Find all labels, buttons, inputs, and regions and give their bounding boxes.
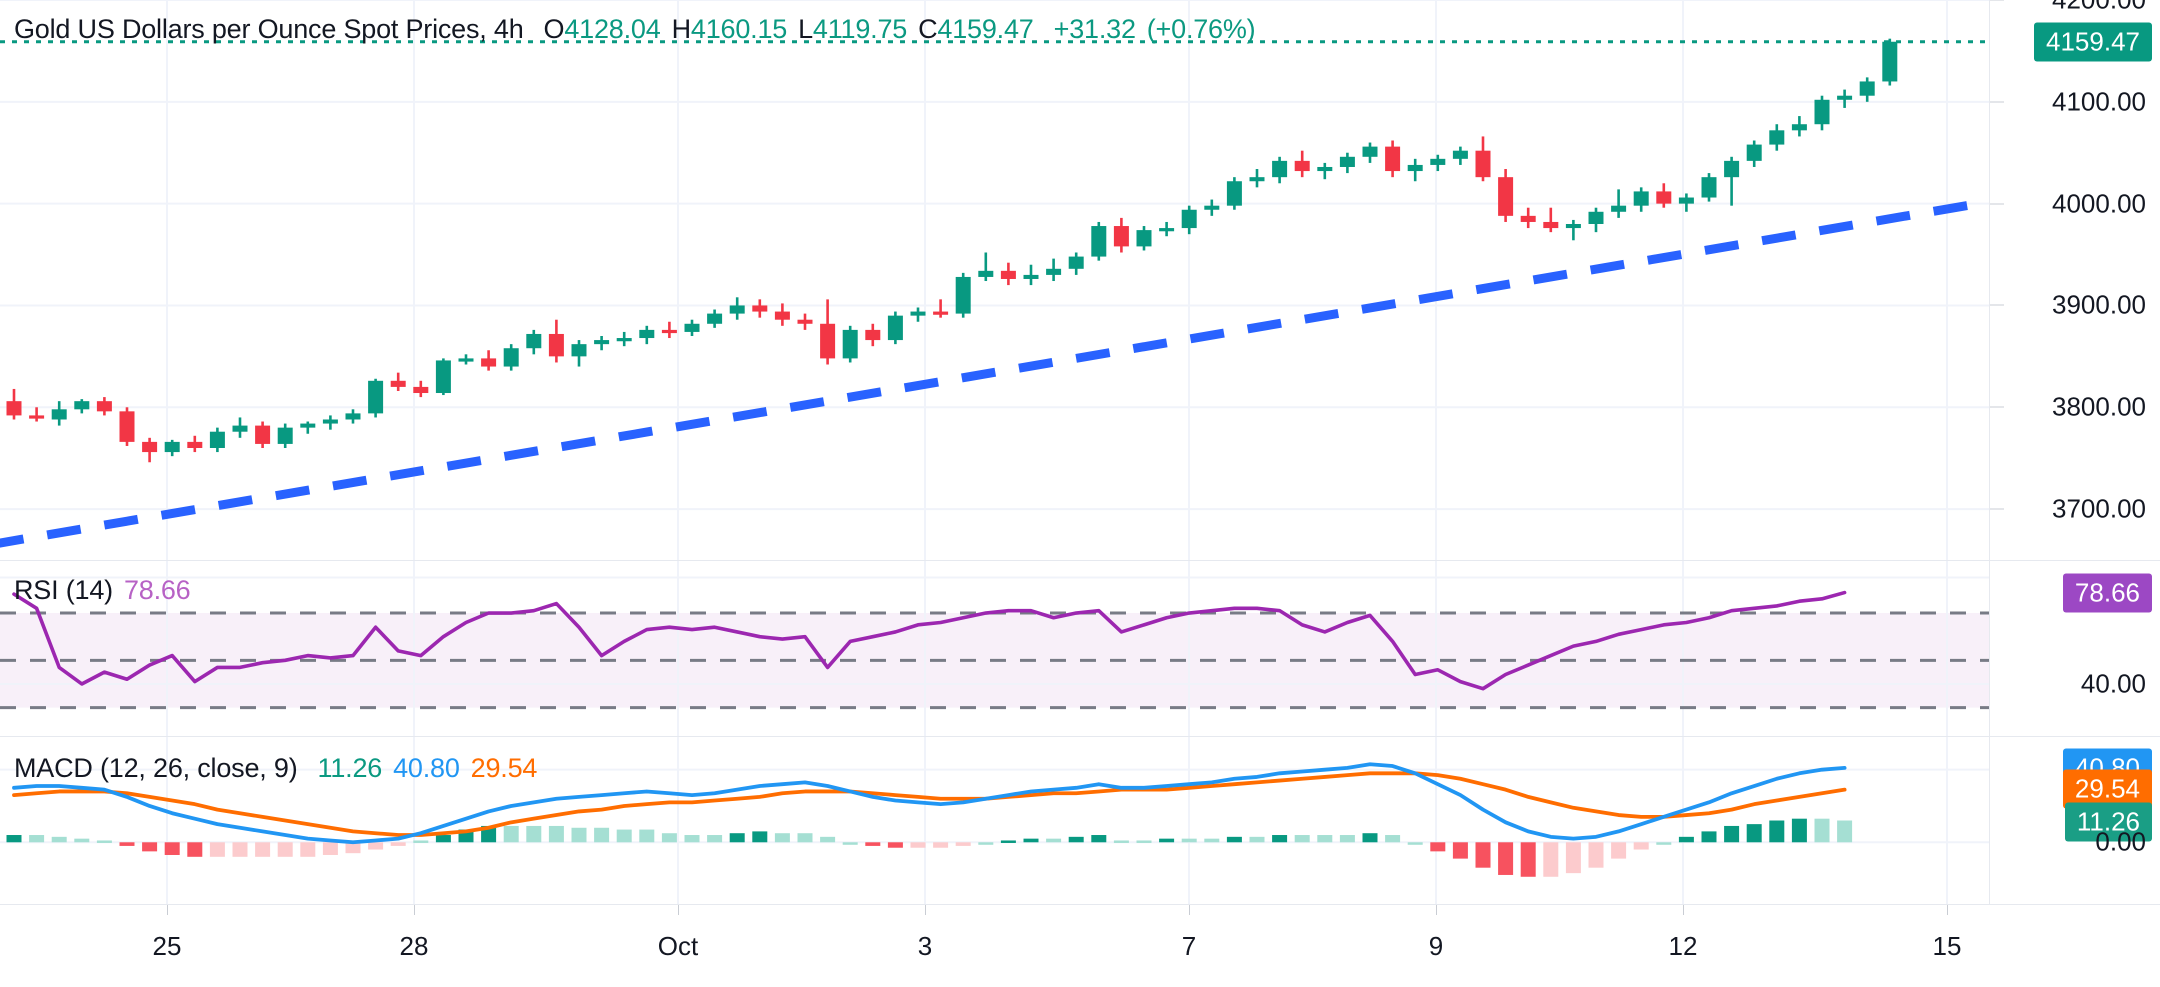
macd-chart-svg <box>0 737 1990 904</box>
price-axis-tick <box>1990 0 2004 1</box>
price-axis-label: 4100.00 <box>2052 86 2146 117</box>
close-value: 4159.47 <box>937 14 1034 44</box>
low-value: 4119.75 <box>812 14 908 44</box>
price-axis-label: 4200.00 <box>2052 0 2146 16</box>
rsi-axis-label: 40.00 <box>2080 668 2146 699</box>
macd-line-value: 40.80 <box>393 753 460 783</box>
macd-legend: MACD (12, 26, close, 9) 11.26 40.80 29.54 <box>14 753 537 784</box>
rsi-panel[interactable]: RSI (14) 78.66 78.66 40.00 <box>0 560 2160 737</box>
high-value: 4160.15 <box>690 14 788 44</box>
rsi-name[interactable]: RSI (14) <box>14 575 113 605</box>
time-axis-tick <box>1947 905 1948 915</box>
time-axis-tick <box>1189 905 1190 915</box>
time-axis-tick <box>1436 905 1437 915</box>
price-chart-svg <box>0 0 1990 560</box>
price-axis[interactable]: 4200.00 4100.00 4000.00 3900.00 3800.00 3700.… <box>1989 0 2160 560</box>
price-axis-label: 3900.00 <box>2052 289 2146 320</box>
price-axis-tick <box>1990 203 2004 205</box>
rsi-legend: RSI (14) 78.66 <box>14 575 191 606</box>
price-axis-tick <box>1990 101 2004 103</box>
macd-hist-value: 11.26 <box>317 753 383 783</box>
high-key: H <box>671 14 692 44</box>
time-axis-tick <box>925 905 926 915</box>
rsi-plot-area[interactable] <box>0 561 1990 737</box>
time-axis-label: 7 <box>1181 931 1197 961</box>
rsi-chart-svg <box>0 561 1990 736</box>
current-price-badge[interactable]: 4159.47 <box>2034 22 2152 62</box>
macd-axis[interactable]: 40.80 29.54 11.26 0.00 <box>1989 737 2160 905</box>
time-axis-tick <box>414 905 415 915</box>
time-axis-label: 9 <box>1428 931 1444 961</box>
close-key: C <box>918 14 938 44</box>
macd-panel[interactable]: MACD (12, 26, close, 9) 11.26 40.80 29.54 4… <box>0 736 2160 905</box>
time-axis-label: 12 <box>1668 931 1698 961</box>
time-axis-label: 25 <box>152 931 182 961</box>
macd-hist-badge[interactable]: 11.26 <box>2064 802 2152 842</box>
time-axis-label: 15 <box>1932 931 1962 961</box>
rsi-value: 78.66 <box>123 575 191 605</box>
price-axis-tick <box>1990 406 2004 408</box>
rsi-axis[interactable]: 78.66 40.00 <box>1989 561 2160 737</box>
price-axis-tick <box>1990 304 2004 306</box>
time-axis-label: 3 <box>917 931 933 961</box>
symbol-label[interactable]: Gold US Dollars per Ounce Spot Prices, 4… <box>14 14 524 44</box>
price-legend: Gold US Dollars per Ounce Spot Prices, 4… <box>14 14 1256 45</box>
open-value: 4128.04 <box>564 14 661 44</box>
time-axis-tick <box>1683 905 1684 915</box>
price-axis-tick <box>1990 508 2004 510</box>
macd-axis-zero-label: 0.00 <box>2095 826 2146 857</box>
price-panel[interactable]: Gold US Dollars per Ounce Spot Prices, 4… <box>0 0 2160 560</box>
time-axis[interactable]: 25 28 Oct 3 7 9 12 15 <box>0 904 2160 987</box>
price-axis-label: 3700.00 <box>2052 493 2146 524</box>
low-key: L <box>798 14 813 44</box>
change-value: +31.32 <box>1053 14 1136 44</box>
price-axis-label: 3800.00 <box>2052 391 2146 422</box>
macd-name[interactable]: MACD (12, 26, close, 9) <box>14 753 298 783</box>
time-axis-tick <box>167 905 168 915</box>
time-axis-label: 28 <box>399 931 429 961</box>
open-key: O <box>543 14 565 44</box>
price-plot-area[interactable] <box>0 0 1990 560</box>
macd-signal-value: 29.54 <box>470 753 538 783</box>
macd-plot-area[interactable] <box>0 737 1990 905</box>
time-axis-label: Oct <box>657 931 699 961</box>
change-percent: (+0.76%) <box>1146 14 1256 44</box>
rsi-value-badge[interactable]: 78.66 <box>2062 573 2152 613</box>
price-axis-label: 4000.00 <box>2052 188 2146 219</box>
time-axis-tick <box>678 905 679 915</box>
macd-signal-badge[interactable]: 29.54 <box>2062 769 2152 809</box>
